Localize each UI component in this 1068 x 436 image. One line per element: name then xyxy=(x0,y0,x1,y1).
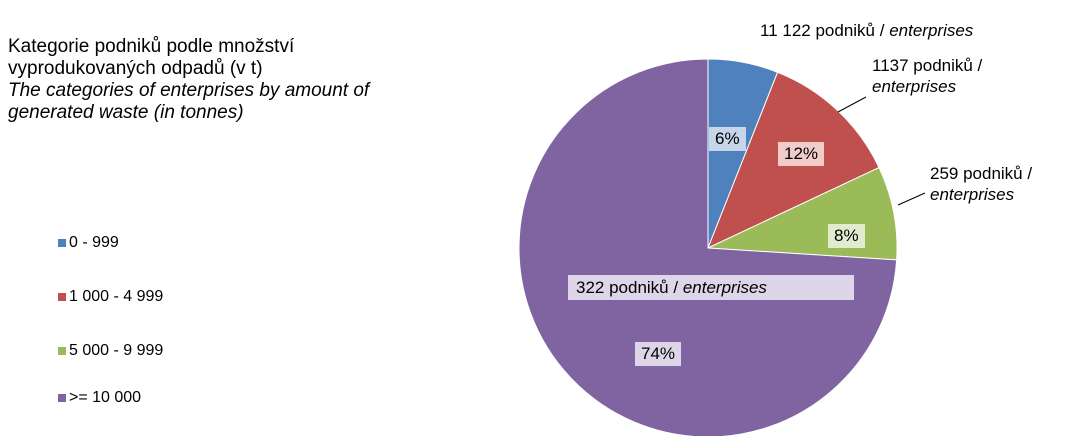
slice-label: 322 podniků / enterprises xyxy=(568,275,854,300)
value-label: 8% xyxy=(828,224,865,248)
slice-label: 11 122 podniků / enterprises xyxy=(760,20,1068,41)
slice-label: 259 podniků / enterprises xyxy=(930,163,1060,205)
legend-label: 0 - 999 xyxy=(69,234,119,251)
leader-line xyxy=(837,96,867,113)
legend-swatch xyxy=(58,347,66,355)
legend-label: 1 000 - 4 999 xyxy=(69,288,164,305)
legend-item: 0 - 999 xyxy=(58,234,119,252)
slice-label-italic: enterprises xyxy=(889,21,974,40)
legend-item: 1 000 - 4 999 xyxy=(58,288,163,306)
value-label: 12% xyxy=(778,142,825,166)
legend-swatch xyxy=(58,239,66,247)
slice-label-text: 259 podniků / xyxy=(930,164,1033,183)
slice-label-text: 11 122 podniků / xyxy=(760,21,885,40)
pie-slice xyxy=(518,58,898,436)
value-label: 74% xyxy=(635,342,682,366)
slice-label-italic: enterprises xyxy=(682,278,767,297)
slice-label-italic: enterprises xyxy=(930,185,1015,204)
legend-label: 5 000 - 9 999 xyxy=(69,342,164,359)
legend-label: >= 10 000 xyxy=(69,389,142,406)
legend-item: >= 10 000 xyxy=(58,389,141,407)
slice-label-text: 322 podniků / xyxy=(576,278,679,297)
slice-label-text: 1137 podniků / xyxy=(872,56,983,75)
chart-subtitle: The categories of enterprises by amount … xyxy=(8,80,370,123)
slice-label: 1137 podniků / enterprises xyxy=(872,55,1012,97)
legend-item: 5 000 - 9 999 xyxy=(58,342,163,360)
leader-line xyxy=(897,192,926,206)
legend-swatch xyxy=(58,394,66,402)
value-label: 6% xyxy=(709,127,746,151)
chart-title: Kategorie podniků podle množství vyprodu… xyxy=(8,36,295,79)
slice-label-italic: enterprises xyxy=(872,77,957,96)
legend-swatch xyxy=(58,293,66,301)
